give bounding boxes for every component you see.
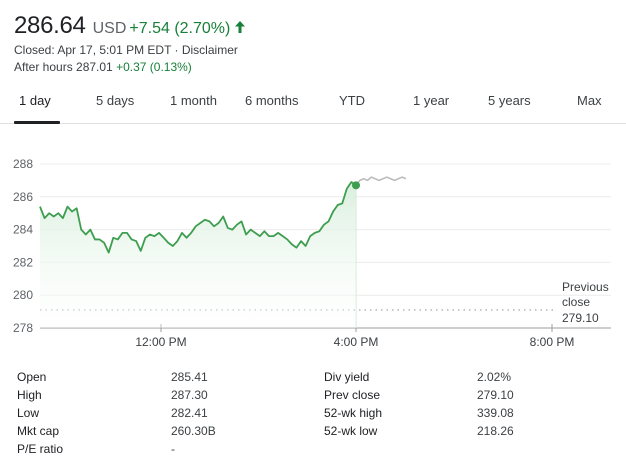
close-point-dot[interactable] [352,181,360,190]
price-chart-svg: 288 286 284 282 280 278 12:00 PM 4:00 PM 8:00 PM… [13,157,611,349]
stat-label-52wk-high: 52-wk high [324,406,383,420]
x-tick-label: 4:00 PM [334,335,379,349]
stat-value-open: 285.41 [171,370,208,384]
price-area-fill [40,182,356,328]
arrow-up-icon [235,21,246,33]
price-row: 286.64 USD +7.54 (2.70%) [14,12,246,40]
stat-value-prev-close: 279.10 [477,388,514,402]
stat-label-52wk-low: 52-wk low [324,424,378,438]
y-tick-label: 280 [13,288,33,302]
stat-value-pe-ratio: - [171,442,175,456]
price-chart[interactable]: 288 286 284 282 280 278 12:00 PM 4:00 PM 8:00 PM… [0,150,626,355]
key-stats-table: Open 285.41 Div yield 2.02% High 287.30 … [17,370,617,460]
stat-value-low: 282.41 [171,406,208,420]
y-tick-label: 284 [13,223,33,237]
stat-row: Low 282.41 52-wk high 339.08 [17,406,617,424]
stat-value-div-yield: 2.02% [477,370,512,384]
tab-5-days[interactable]: 5 days [96,93,135,108]
quote-header: 286.64 USD +7.54 (2.70%) Closed: Apr 17,… [14,12,246,74]
stat-label-prev-close: Prev close [324,388,381,402]
regular-session-line [39,181,357,254]
stat-row: P/E ratio - [17,442,617,460]
tab-1-day[interactable]: 1 day [19,93,51,108]
after-hours-change: +0.37 (0.13%) [116,60,192,74]
stat-row: Open 285.41 Div yield 2.02% [17,370,617,388]
currency-label: USD [92,20,127,37]
after-hours-line [355,176,407,186]
previous-close-value: 279.10 [562,311,599,325]
current-price: 286.64 [14,12,86,39]
stat-label-pe-ratio: P/E ratio [17,442,64,456]
y-tick-label: 288 [13,157,33,171]
previous-close-label: close [562,295,590,309]
active-tab-indicator [14,121,60,124]
tab-max[interactable]: Max [577,93,602,108]
stat-value-52wk-high: 339.08 [477,406,514,420]
stat-label-low: Low [17,406,40,420]
stat-row: High 287.30 Prev close 279.10 [17,388,617,406]
y-tick-label: 278 [13,321,33,335]
y-tick-label: 282 [13,255,33,269]
stat-label-open: Open [17,370,47,384]
closed-status: Closed: Apr 17, 5:01 PM EDT · Disclaimer [14,43,238,57]
y-tick-label: 286 [13,190,33,204]
stat-label-div-yield: Div yield [324,370,370,384]
tab-ytd[interactable]: YTD [339,93,365,108]
tab-6-months[interactable]: 6 months [245,93,299,108]
tab-5-years[interactable]: 5 years [488,93,531,108]
stat-value-mkt-cap: 260.30B [171,424,216,438]
previous-close-label: Previous [562,280,609,294]
stat-label-high: High [17,388,42,402]
tab-1-year[interactable]: 1 year [413,93,450,108]
stat-label-mkt-cap: Mkt cap [17,424,60,438]
stat-value-52wk-low: 218.26 [477,424,514,438]
x-tick-label: 12:00 PM [135,335,186,349]
x-tick-label: 8:00 PM [530,335,575,349]
price-change: +7.54 (2.70%) [129,20,231,37]
tab-1-month[interactable]: 1 month [170,93,217,108]
stat-value-high: 287.30 [171,388,208,402]
after-hours-price: After hours 287.01 [14,60,113,74]
after-hours-line: After hours 287.01 +0.37 (0.13%) [14,60,246,74]
stat-row: Mkt cap 260.30B 52-wk low 218.26 [17,424,617,442]
range-tabs: 1 day 5 days 1 month 6 months YTD 1 year… [0,86,626,124]
